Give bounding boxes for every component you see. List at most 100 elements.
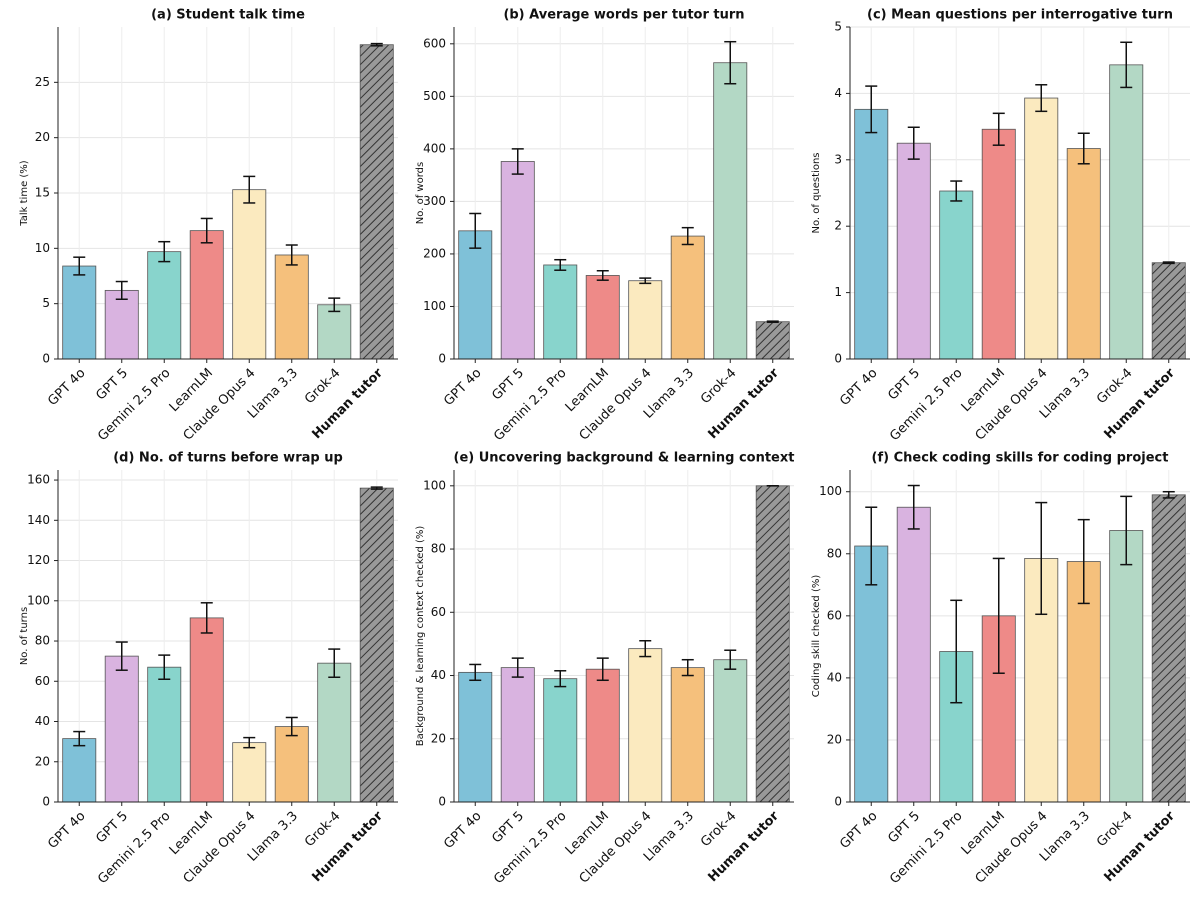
y-tick-label: 40: [35, 714, 50, 728]
y-tick-label: 100: [423, 299, 446, 313]
x-tick-label: GPT 4o: [837, 366, 880, 409]
y-tick-label: 15: [35, 186, 50, 200]
x-tick-label: Gemini 2.5 Pro: [95, 809, 173, 887]
y-tick-label: 60: [431, 605, 446, 619]
bar: [1109, 530, 1144, 803]
x-tick-label: Claude Opus 4: [181, 366, 259, 444]
bar: [104, 289, 139, 360]
y-axis-label: Coding skill checked (%): [811, 575, 822, 698]
bar: [854, 108, 889, 360]
x-tick-label: GPT 4o: [441, 366, 484, 409]
bar: [713, 659, 748, 803]
y-tick-label: 20: [827, 732, 842, 746]
bar: [458, 230, 493, 360]
y-tick-label: 1: [834, 285, 842, 299]
bar: [585, 668, 620, 803]
bar: [274, 726, 309, 803]
bar: [585, 275, 620, 360]
x-tick-label: Grok-4: [1094, 809, 1135, 850]
bar: [628, 648, 663, 803]
bar: [755, 321, 790, 360]
x-tick-label: GPT 5: [489, 809, 527, 847]
x-tick-label: GPT 4o: [45, 809, 88, 852]
x-tick-label: Gemini 2.5 Pro: [491, 366, 569, 444]
y-axis-label: No. of turns: [19, 607, 30, 665]
y-tick-label: 500: [423, 89, 446, 103]
chart-title: (d) No. of turns before wrap up: [113, 451, 343, 466]
bar: [147, 666, 182, 803]
y-tick-label: 60: [827, 608, 842, 622]
chart-title: (a) Student talk time: [151, 8, 305, 23]
y-tick-label: 100: [27, 593, 50, 607]
x-tick-label: Grok-4: [1094, 366, 1135, 407]
y-tick-label: 0: [834, 352, 842, 366]
bar: [274, 254, 309, 360]
y-axis-label: Talk time (%): [19, 160, 30, 227]
bar: [939, 190, 974, 360]
y-tick-label: 0: [438, 352, 446, 366]
bar: [543, 264, 578, 360]
bar: [896, 142, 931, 360]
x-tick-label: GPT 5: [93, 809, 131, 847]
y-tick-label: 80: [431, 542, 446, 556]
bar: [1024, 97, 1059, 360]
chart-title: (f) Check coding skills for coding proje…: [872, 451, 1169, 466]
chart-title: (c) Mean questions per interrogative tur…: [867, 8, 1173, 23]
y-tick-label: 3: [834, 152, 842, 166]
x-tick-label: Grok-4: [698, 809, 739, 850]
bar: [854, 545, 889, 803]
y-tick-label: 5: [42, 296, 50, 310]
x-tick-label: Claude Opus 4: [973, 366, 1051, 444]
bar: [232, 189, 267, 360]
y-tick-label: 120: [27, 553, 50, 567]
bar: [896, 506, 931, 803]
bar: [359, 487, 394, 803]
y-tick-label: 400: [423, 141, 446, 155]
bar: [500, 161, 535, 360]
bar: [543, 678, 578, 803]
y-tick-label: 25: [35, 75, 50, 89]
x-tick-label: Gemini 2.5 Pro: [491, 809, 569, 887]
bar: [1109, 64, 1144, 360]
x-tick-label: Claude Opus 4: [181, 809, 259, 887]
bar: [232, 742, 267, 803]
y-tick-label: 80: [827, 546, 842, 560]
y-tick-label: 0: [438, 795, 446, 809]
bar: [147, 251, 182, 360]
y-tick-label: 2: [834, 219, 842, 233]
y-tick-label: 140: [27, 513, 50, 527]
bar: [981, 128, 1016, 360]
y-tick-label: 20: [35, 130, 50, 144]
x-tick-label: Gemini 2.5 Pro: [95, 366, 173, 444]
y-tick-label: 0: [42, 795, 50, 809]
bar: [713, 62, 748, 360]
bar: [189, 617, 224, 803]
bar: [500, 667, 535, 803]
x-tick-label: Gemini 2.5 Pro: [887, 809, 965, 887]
bar: [317, 662, 352, 803]
y-tick-label: 5: [834, 20, 842, 34]
bar: [359, 44, 394, 360]
y-tick-label: 160: [27, 473, 50, 487]
chart-title: (b) Average words per tutor turn: [503, 8, 744, 23]
x-tick-label: Grok-4: [698, 366, 739, 407]
bar: [1151, 494, 1186, 803]
y-tick-label: 20: [35, 754, 50, 768]
bar: [670, 235, 705, 360]
bar: [755, 485, 790, 803]
y-tick-label: 100: [819, 484, 842, 498]
x-tick-label: GPT 5: [489, 366, 527, 404]
x-tick-label: Claude Opus 4: [973, 809, 1051, 887]
chart-title: (e) Uncovering background & learning con…: [454, 451, 795, 466]
y-tick-label: 10: [35, 241, 50, 255]
bar: [1151, 262, 1186, 360]
x-tick-label: GPT 4o: [45, 366, 88, 409]
bar: [62, 265, 97, 360]
y-tick-label: 60: [35, 674, 50, 688]
y-tick-label: 300: [423, 194, 446, 208]
x-tick-label: GPT 5: [93, 366, 131, 404]
x-tick-label: Grok-4: [302, 809, 343, 850]
y-tick-label: 40: [827, 670, 842, 684]
